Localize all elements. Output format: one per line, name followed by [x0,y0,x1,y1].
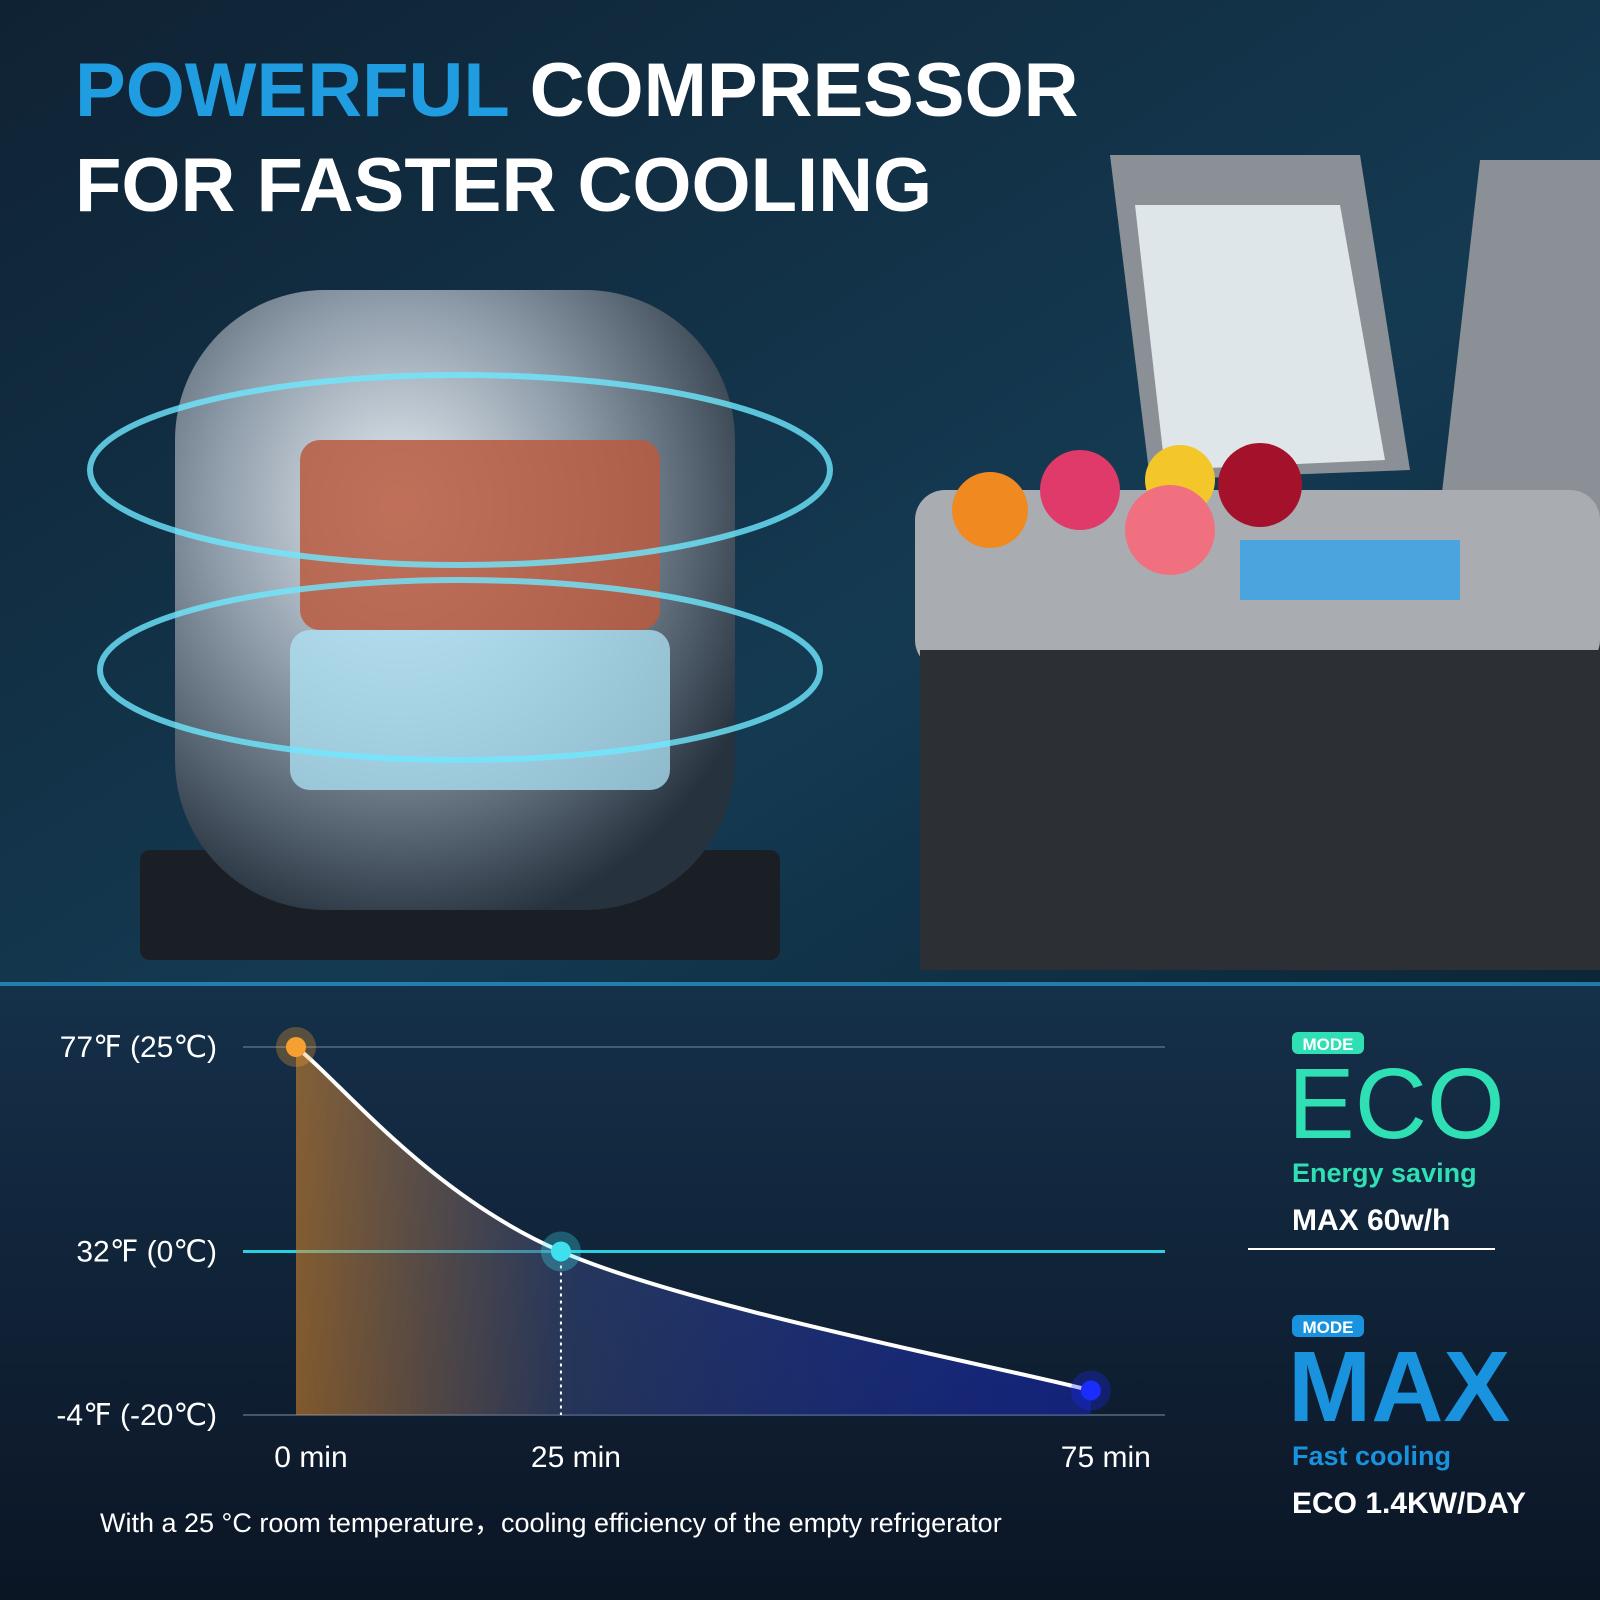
mode-subtitle: Energy saving [1292,1158,1477,1188]
area-fill [295,1047,1091,1415]
mode-spec: MAX 60w/h [1292,1204,1450,1237]
headline-rest: COMPRESSOR [530,48,1079,133]
mode-name: ECO [1288,1048,1505,1160]
y-tick-label: 77℉ (25℃) [60,1031,217,1064]
y-tick-label: 32℉ (0℃) [76,1235,217,1268]
mode-badge [1292,1032,1364,1054]
chart: -4℉ (-20℃) 32℉ (0℃) 77℉ (25℃) 0 min 25 min 75… [56,1027,1165,1474]
footnote: With a 25 °C room temperature，cooling ef… [100,1508,1002,1538]
marker [285,1037,306,1057]
x-tick-label: 0 min [274,1441,347,1474]
x-tick-label: 75 min [1061,1441,1151,1474]
marker [550,1241,571,1262]
mode-subtitle: Fast cooling [1292,1441,1451,1471]
mode-badge-text: MODE [1303,1035,1354,1054]
line [294,1045,1092,1393]
headline-line-1: POWERFUL COMPRESSOR [75,48,1079,133]
mode-spec: ECO 1.4KW/DAY [1292,1487,1526,1520]
x-tick-label: 25 min [531,1441,621,1474]
marker [1080,1380,1101,1401]
fridge-illustration [915,155,1600,970]
headline-highlight: POWERFUL [75,48,508,133]
mode-name: MAX [1288,1331,1510,1443]
headline-line-2: FOR FASTER COOLING [75,143,932,228]
mode-badge [1292,1315,1364,1337]
divider [0,982,1600,986]
y-tick-label: -4℉ (-20℃) [56,1399,217,1432]
chart-background [0,985,1600,1600]
mode-badge-text: MODE [1303,1318,1354,1337]
compressor-illustration [87,290,833,960]
